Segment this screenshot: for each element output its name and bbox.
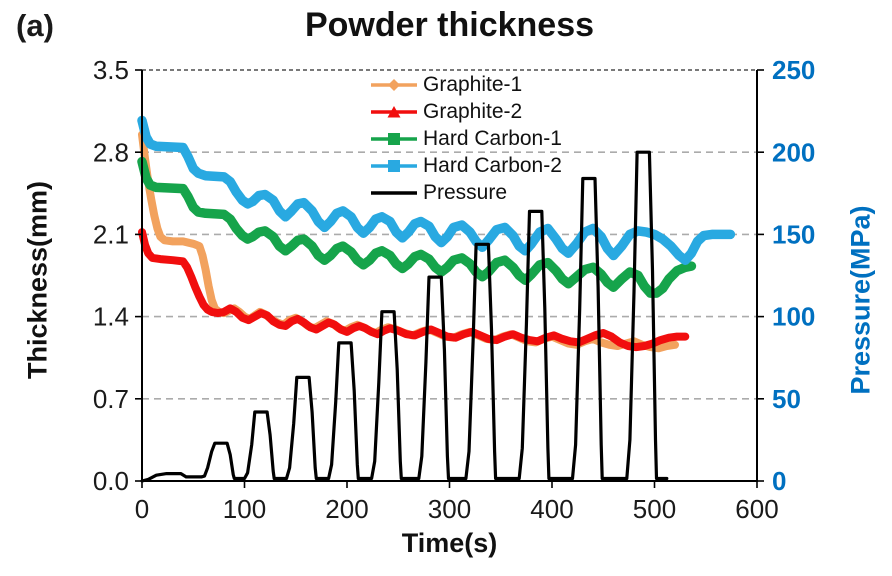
legend-item-graphite-2: Graphite-2 [370,98,562,125]
legend-label: Hard Carbon-1 [423,127,562,150]
y-right-tick-label: 250 [772,55,815,85]
x-tick-label: 300 [428,494,471,524]
y-left-tick-label: 2.8 [93,137,129,167]
y-right-tick-label: 200 [772,137,815,167]
legend-line-swatch [371,190,417,195]
legend-item-hard-carbon-2: Hard Carbon-2 [370,152,562,179]
legend-label: Pressure [423,181,508,204]
series-line-pressure [140,150,669,483]
y-right-tick-label: 0 [772,466,786,496]
legend-item-hard-carbon-1: Hard Carbon-1 [370,125,562,152]
x-tick-label: 400 [530,494,573,524]
x-tick-label: 500 [633,494,676,524]
x-tick-label: 100 [223,494,266,524]
y-right-tick-label: 100 [772,302,815,332]
y-left-tick-label: 1.4 [93,302,129,332]
legend-label: Graphite-2 [423,100,523,123]
legend-item-graphite-1: Graphite-1 [370,71,562,98]
x-tick-label: 200 [325,494,368,524]
legend-triangle-marker-icon [371,105,417,117]
legend-square-marker-icon [371,159,417,172]
x-axis-title: Time(s) [401,528,498,558]
y-left-tick-label: 0.7 [93,384,129,414]
y-left-tick-label: 2.1 [93,220,129,250]
chart-title: Powder thickness [304,6,595,44]
y-left-tick-label: 3.5 [93,55,129,85]
x-tick-label: 0 [135,494,149,524]
series-line-hard-carbon-1 [137,156,697,298]
y-right-tick-label: 50 [772,384,801,414]
y-axis-right-title: Pressure(MPa) [845,205,876,395]
series-line-hard-carbon-2 [137,115,736,265]
y-left-tick-label: 0.0 [93,466,129,496]
legend-item-pressure: Pressure [370,179,562,206]
x-tick-label: 600 [735,494,778,524]
legend-label: Graphite-1 [423,73,523,96]
legend-square-marker-icon [371,132,417,145]
panel-label: (a) [16,8,54,43]
y-right-tick-label: 150 [772,220,815,250]
legend-label: Hard Carbon-2 [423,154,562,177]
legend: Graphite-1 Graphite-2 Hard Carbon-1 Hard Ca… [370,71,562,206]
y-axis-left-title: Thickness(mm) [22,180,53,380]
legend-diamond-marker-icon [371,78,417,91]
